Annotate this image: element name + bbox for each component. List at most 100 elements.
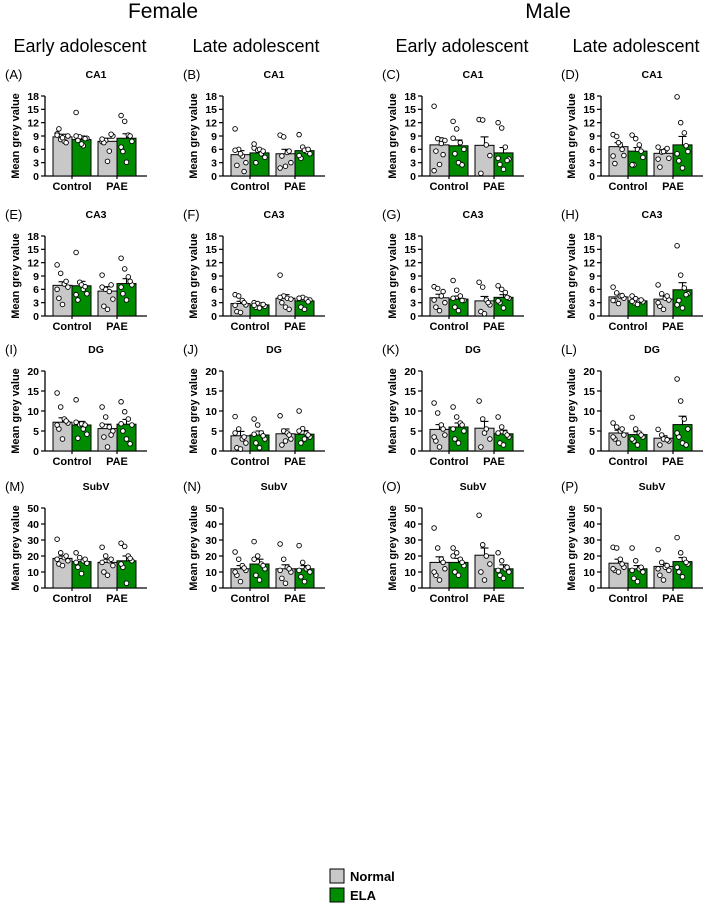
data-point xyxy=(487,152,493,159)
data-point xyxy=(232,430,238,436)
category-label: PAE xyxy=(662,456,684,468)
data-point xyxy=(459,559,465,566)
data-point xyxy=(120,291,126,297)
data-point xyxy=(118,144,124,150)
data-point xyxy=(450,135,456,141)
data-point xyxy=(666,567,672,574)
panel-title: DG xyxy=(266,344,282,356)
data-point xyxy=(127,133,133,139)
data-point xyxy=(235,556,242,562)
data-point xyxy=(251,556,257,562)
data-point xyxy=(232,569,238,575)
legend-swatch-ela xyxy=(329,887,345,903)
data-point xyxy=(73,291,79,298)
data-point xyxy=(613,133,620,140)
data-point xyxy=(120,148,126,155)
y-tick-label: 0 xyxy=(410,583,416,595)
data-point xyxy=(617,556,624,562)
data-point xyxy=(106,424,113,430)
category-label: PAE xyxy=(284,181,306,193)
category-label: Control xyxy=(429,321,468,333)
bar xyxy=(116,137,137,177)
category-label: Control xyxy=(429,593,468,605)
data-point xyxy=(619,146,625,153)
data-point xyxy=(453,287,460,293)
data-point xyxy=(500,166,507,173)
bar xyxy=(97,290,118,317)
data-point xyxy=(476,279,482,285)
data-point xyxy=(657,164,663,170)
y-axis-label: Mean grey value xyxy=(387,505,399,591)
panel-letter: (P) xyxy=(561,479,578,494)
data-point xyxy=(500,305,507,311)
y-tick-label: 9 xyxy=(33,271,39,283)
data-point xyxy=(615,139,622,146)
data-point xyxy=(621,432,627,438)
data-point xyxy=(54,132,60,138)
panel-letter: (K) xyxy=(382,342,399,357)
category-label: Control xyxy=(52,181,91,193)
y-tick-label: 6 xyxy=(589,144,595,156)
panel-letter: (F) xyxy=(183,207,200,222)
data-point xyxy=(59,301,66,308)
data-point xyxy=(483,553,490,559)
column-headers: Female Male Early adolescent Late adoles… xyxy=(13,0,699,56)
data-point xyxy=(251,431,257,437)
data-point xyxy=(440,426,446,432)
y-tick-label: 9 xyxy=(589,131,595,143)
y-tick-label: 10 xyxy=(205,567,217,579)
data-point xyxy=(640,154,646,161)
data-point xyxy=(280,556,287,562)
data-point xyxy=(440,151,446,158)
y-tick-label: 18 xyxy=(404,91,416,103)
data-point xyxy=(282,163,289,169)
y-tick-label: 50 xyxy=(404,503,416,515)
y-tick-label: 5 xyxy=(211,426,217,438)
sex-title-female: Female xyxy=(128,0,198,23)
data-point xyxy=(431,525,437,531)
y-tick-label: 50 xyxy=(583,503,595,515)
data-point xyxy=(674,534,680,541)
data-point xyxy=(487,561,493,567)
data-point xyxy=(254,422,261,428)
data-point xyxy=(502,144,509,150)
panel-title: SubV xyxy=(639,481,666,493)
y-tick-label: 0 xyxy=(33,583,39,595)
y-tick-label: 18 xyxy=(205,231,217,243)
data-point xyxy=(634,301,641,308)
data-point xyxy=(127,278,133,285)
y-tick-label: 30 xyxy=(27,535,39,547)
category-label: PAE xyxy=(106,456,128,468)
data-point xyxy=(452,304,458,310)
data-point xyxy=(485,299,491,306)
y-tick-label: 15 xyxy=(404,386,416,398)
data-point xyxy=(664,562,670,569)
category-label: Control xyxy=(52,321,91,333)
data-point xyxy=(279,575,285,582)
y-axis-label: Mean grey value xyxy=(10,505,22,591)
data-point xyxy=(56,126,62,132)
category-label: PAE xyxy=(106,593,128,605)
data-point xyxy=(243,159,249,166)
data-point xyxy=(296,152,302,159)
data-point xyxy=(479,284,486,290)
data-point xyxy=(613,290,620,296)
data-point xyxy=(674,430,680,436)
data-point xyxy=(101,303,107,309)
y-tick-label: 9 xyxy=(589,271,595,283)
data-point xyxy=(629,293,635,299)
data-point xyxy=(54,262,60,268)
data-point xyxy=(438,293,445,299)
data-point xyxy=(296,428,302,434)
data-point xyxy=(679,305,686,311)
bar xyxy=(429,561,450,589)
data-point xyxy=(125,274,132,280)
data-point xyxy=(59,135,66,141)
y-tick-label: 18 xyxy=(404,231,416,243)
data-point xyxy=(674,94,680,100)
data-point xyxy=(251,538,257,545)
data-point xyxy=(434,135,441,142)
data-point xyxy=(305,299,311,305)
